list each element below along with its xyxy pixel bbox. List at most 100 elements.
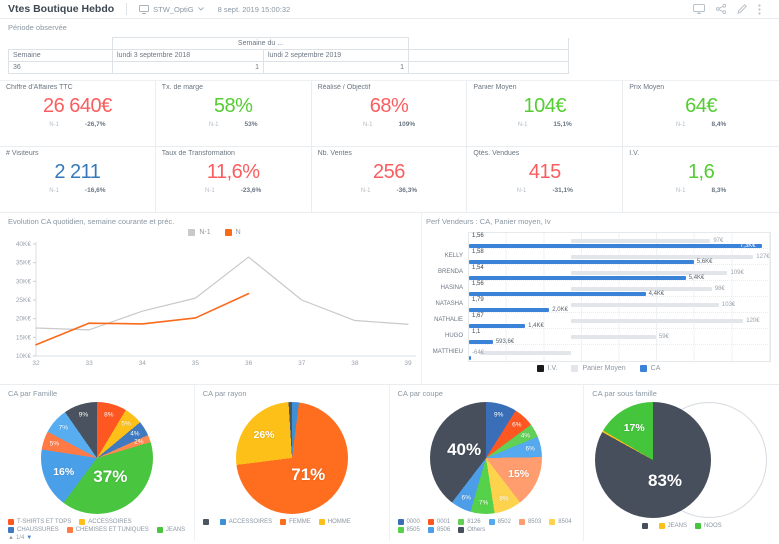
kpi-card: Chiffre d'Affaires TTC 26 640€ N-1 -26,7% <box>0 81 156 147</box>
legend-item[interactable]: 8505 <box>397 527 420 533</box>
legend-label: T-SHIRTS ET TOPS <box>17 519 72 525</box>
legend-item[interactable]: JEANS <box>658 523 687 529</box>
legend-item[interactable]: HOMME <box>318 519 351 525</box>
legend-item[interactable]: 8503 <box>518 519 542 525</box>
seller-name: HUGO <box>445 333 463 339</box>
kpi-n1-label: N-1 <box>517 122 528 128</box>
legend-item[interactable]: JEANS <box>156 527 186 533</box>
seller-name <box>426 232 468 248</box>
panier-moyen-label: 103€ <box>721 301 736 308</box>
legend-swatch <box>639 365 647 372</box>
legend-label: N <box>235 229 241 236</box>
kpi-comparison: N-1 8,3% <box>629 187 773 194</box>
kpi-comparison: N-1 -26,7% <box>6 121 149 128</box>
kpi-comparison: N-1 -36,3% <box>318 187 461 194</box>
legend-item[interactable]: CHAUSSURES <box>8 527 59 533</box>
legend-item[interactable]: ACCESSOIRES <box>79 519 132 525</box>
legend-item[interactable]: ACCESSOIRES <box>219 519 272 525</box>
ca-bar <box>469 307 550 312</box>
kebab-menu-icon[interactable] <box>758 3 761 15</box>
ca-bar <box>469 291 646 296</box>
legend-label: CA <box>650 365 661 372</box>
legend-item[interactable] <box>202 519 212 525</box>
panier-moyen-label: -64€ <box>472 349 485 356</box>
pie-charts-row: CA par Famille 8% 5% 4% 2% 37% 16% 5% 7% 9% T-SHIR… <box>0 385 779 541</box>
legend-pager[interactable]: ▲ 1/4 ▼ <box>8 535 186 541</box>
legend-swatch <box>458 519 465 525</box>
iv-value-label: 1,54 <box>472 265 484 271</box>
legend-item[interactable]: T-SHIRTS ET TOPS <box>8 519 71 525</box>
kpi-value: 415 <box>528 161 561 183</box>
svg-text:20K€: 20K€ <box>16 316 32 323</box>
legend-label: 8506 <box>436 527 451 533</box>
presentation-icon[interactable] <box>693 4 705 14</box>
edit-icon[interactable] <box>737 4 747 14</box>
panier-moyen-bar <box>571 319 744 323</box>
legend-label: Panier Moyen <box>582 365 626 372</box>
pie-slice-label: 7% <box>58 424 69 432</box>
kpi-delta: 8,3% <box>711 187 727 194</box>
legend-label: JEANS <box>165 527 186 533</box>
pager-up-icon[interactable]: ▲ <box>8 535 14 541</box>
legend-item[interactable]: I.V. <box>536 365 557 372</box>
pie-slice-label: 17% <box>623 421 645 434</box>
legend-item[interactable]: Others <box>458 527 485 533</box>
share-icon[interactable] <box>716 4 726 14</box>
kpi-card: Nb. Ventes 256 N-1 -36,3% <box>311 147 468 213</box>
pie-chart: 83% 17% <box>594 402 769 518</box>
pie-legend: T-SHIRTS ET TOPS ACCESSOIRES CHAUSSURES CHE… <box>8 519 186 533</box>
pie-slice-label: 6% <box>525 445 535 453</box>
pager-down-icon[interactable]: ▼ <box>26 535 33 541</box>
pager-text: 1/4 <box>15 535 25 541</box>
legend-item[interactable]: N <box>224 229 241 236</box>
legend-label: CHAUSSURES <box>17 527 59 533</box>
legend-item[interactable]: CHEMISES ET TUNIQUES <box>66 527 149 533</box>
pie-slice-label: 71% <box>291 464 326 484</box>
line-chart: 40K€ 35K€ 30K€ 25K€ 20K€ 15K€ 10K€32 33 34 35 36 37… <box>16 241 416 367</box>
legend-item[interactable] <box>641 523 651 529</box>
legend-swatch <box>79 519 86 525</box>
kpi-value-block: 26 640€ N-1 -26,7% <box>6 95 149 128</box>
kpi-value-block: 2 211 N-1 -16,6% <box>6 161 149 194</box>
panier-moyen-bar <box>479 351 572 355</box>
panier-moyen-label: 98€ <box>714 285 725 292</box>
table-group-header: Semaine du ... <box>112 37 409 50</box>
kpi-value: 256 <box>373 161 405 183</box>
legend-item[interactable]: FEMME <box>280 519 311 525</box>
legend-label: CHEMISES ET TUNIQUES <box>75 527 149 533</box>
pie-slice-label: 2% <box>134 438 144 446</box>
svg-text:40K€: 40K€ <box>16 241 32 248</box>
app-title: Vtes Boutique Hebdo <box>8 3 115 15</box>
legend-item[interactable]: Panier Moyen <box>571 365 626 372</box>
legend-swatch <box>156 527 163 533</box>
seller-bar-group: 1,54 109€ 5,4K€ <box>469 265 770 281</box>
dataset-selector[interactable]: STW_OptiG <box>139 4 204 14</box>
bar-chart: KELLY BRENDA HASINA NATASHA NATHALIE HUGO MATT… <box>426 232 771 362</box>
kpi-card: I.V. 1,6 N-1 8,3% <box>623 147 779 213</box>
legend-swatch <box>488 519 495 525</box>
kpi-value: 58% <box>213 95 253 117</box>
pie-slice-label: 5% <box>121 420 131 428</box>
legend-item[interactable]: 8506 <box>427 527 451 533</box>
legend-item[interactable]: 8502 <box>488 519 511 525</box>
legend-swatch <box>641 523 648 529</box>
kpi-value-block: 415 N-1 -31,1% <box>473 161 616 194</box>
kpi-label: I.V. <box>629 150 640 157</box>
legend-label: 8503 <box>527 519 542 525</box>
legend-item[interactable]: 8504 <box>549 519 572 525</box>
panier-moyen-bar <box>571 303 719 307</box>
legend-item[interactable]: 0000 <box>397 519 420 525</box>
legend-item[interactable]: CA <box>639 365 661 372</box>
iv-value-label: 1,58 <box>472 249 484 255</box>
legend-item[interactable]: 0001 <box>427 519 450 525</box>
kpi-n1-label: N-1 <box>49 188 59 194</box>
kpi-label: Nb. Ventes <box>317 150 352 157</box>
kpi-label: Qtés. Vendues <box>473 150 520 157</box>
table-row: 36 1 1 <box>8 61 569 74</box>
legend-swatch <box>571 365 579 372</box>
legend-swatch <box>219 519 226 525</box>
legend-item[interactable]: N-1 <box>188 229 211 236</box>
pie-graphic <box>40 402 153 514</box>
legend-item[interactable]: 8126 <box>458 519 481 525</box>
legend-item[interactable]: NOOS <box>694 523 722 529</box>
